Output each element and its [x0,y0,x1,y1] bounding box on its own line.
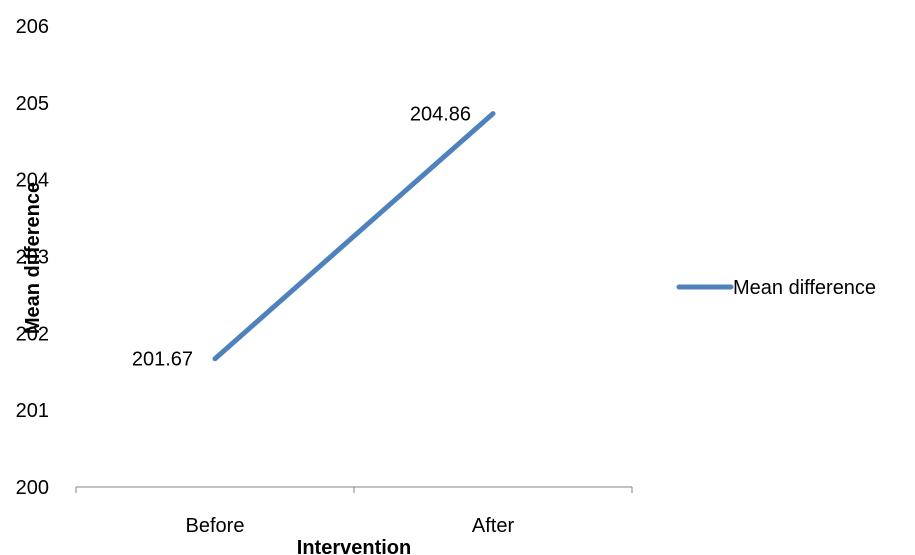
x-axis-tick-labels: Before After [186,515,515,537]
data-label: 201.67 [132,349,193,371]
y-tick-label: 200 [16,477,49,499]
y-axis-title: Mean difference [22,182,44,334]
y-tick-label: 204 [16,170,49,192]
data-label: 204.86 [410,104,471,126]
x-tick-label: After [472,515,515,537]
y-tick-label: 203 [16,247,49,269]
y-tick-label: 205 [16,93,49,115]
data-labels: 201.67 204.86 [132,104,471,371]
legend: Mean difference [676,277,876,299]
x-axis-tickmarks [75,487,633,493]
y-tick-label: 201 [16,400,49,422]
y-axis-ticks: 200 201 202 203 204 205 206 [16,16,49,499]
x-axis-title: Intervention [297,537,411,555]
series-line-mean-difference [212,111,496,362]
y-tick-label: 202 [16,323,49,345]
y-tick-label: 206 [16,16,49,38]
legend-label: Mean difference [733,277,876,299]
x-tick-label: Before [186,515,245,537]
